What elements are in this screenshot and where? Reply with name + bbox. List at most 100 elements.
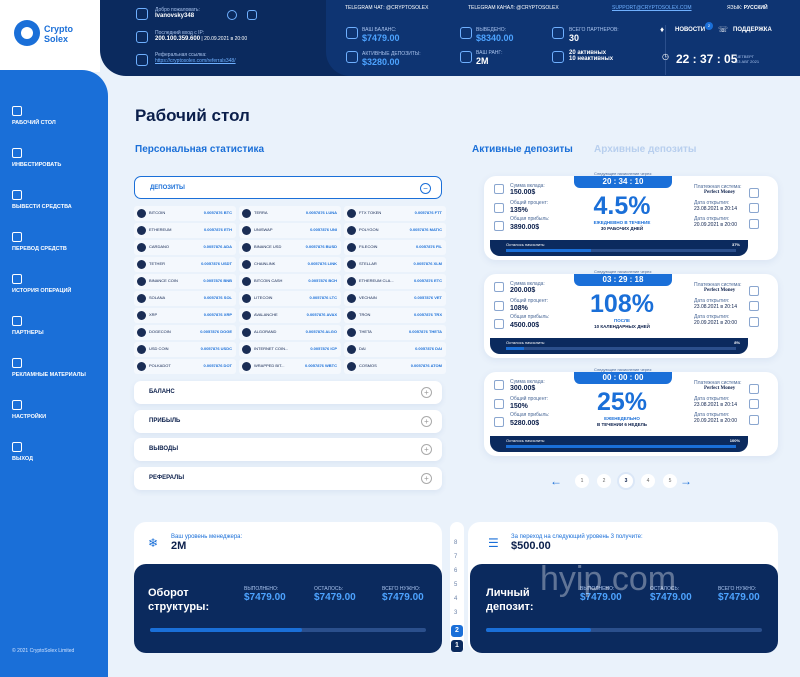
coin-row: POLKADOT 0.0057876 DOT — [134, 359, 236, 374]
coin-value: 0.0057876 FIL — [415, 244, 442, 249]
promo-icon — [12, 358, 22, 368]
watermark: hyip.com — [540, 560, 677, 598]
partners-icon — [552, 27, 564, 39]
coin-icon — [347, 328, 356, 337]
coin-icon — [347, 345, 356, 354]
accordion-withdrawals[interactable]: ВЫВОДЫ + — [134, 438, 442, 461]
news-badge: 2 — [705, 22, 713, 30]
nav-item-label: РЕКЛАМНЫЕ МАТЕРИАЛЫ — [12, 372, 86, 378]
ref-link[interactable]: https://cryptosolex.com/referrals348/ — [155, 58, 236, 64]
coin-name: DOGECOIN — [149, 329, 171, 334]
amount-value: 150.00$ — [510, 189, 536, 196]
coin-value: 0.0057876 BUSD — [305, 244, 337, 249]
page-3[interactable]: 3 — [619, 474, 633, 488]
coin-list: BITCOIN 0.0057876 BTC TERRA 0.0057876 LUNA F… — [134, 206, 446, 374]
remaining-label: Осталось начислить: — [506, 242, 546, 247]
payment-system-logo: Perfect Money — [704, 288, 736, 293]
news-link[interactable]: НОВОСТИ — [675, 27, 706, 33]
percent-label: Общий процент: — [510, 200, 549, 206]
lang-select[interactable]: РУССКИЙ — [743, 5, 768, 11]
next-page-icon[interactable]: → — [680, 474, 692, 488]
coin-name: POLKADOT — [149, 363, 171, 368]
accordion-deposits[interactable]: ДЕПОЗИТЫ − — [134, 176, 442, 199]
accordion-referrals[interactable]: РЕФЕРАЛЫ + — [134, 467, 442, 490]
rate-desc-1: ЕЖЕДНЕВНО В ТЕЧЕНИЕ — [593, 220, 651, 225]
coin-icon — [347, 209, 356, 218]
need-label: ВСЕГО НУЖНО: — [382, 586, 421, 592]
done-value: $7479.00 — [580, 592, 622, 603]
bell-icon[interactable]: ♦ — [660, 25, 665, 34]
remaining-label: Осталось начислить: — [506, 340, 546, 345]
logo[interactable]: Crypto Solex — [0, 0, 100, 72]
accordion-profit-label: ПРИБЫЛЬ — [149, 418, 181, 424]
page-2[interactable]: 2 — [597, 474, 611, 488]
coin-value: 0.0057876 DOGE — [200, 329, 232, 334]
desktop-icon — [12, 106, 22, 116]
level-7: 7 — [454, 554, 458, 560]
remaining-percent: 8% — [734, 340, 740, 345]
manager-level-panel: ❄ Ваш уровень менеджера: 2M Оборот структу… — [134, 522, 442, 653]
expand-icon[interactable]: + — [421, 444, 432, 455]
coin-value: 0.0057876 ICP — [310, 346, 337, 351]
accordion-balance[interactable]: БАЛАНС + — [134, 381, 442, 404]
prev-page-icon[interactable]: ← — [550, 474, 562, 488]
coin-icon — [137, 362, 146, 371]
nav-item-5[interactable]: ПАРТНЕРЫ — [12, 316, 102, 336]
settings-icon[interactable] — [227, 10, 237, 20]
personal-deposit-label-2: депозит: — [486, 601, 534, 613]
coin-row: BITCOIN 0.0057876 BTC — [134, 206, 236, 221]
collapse-icon[interactable]: − — [420, 183, 431, 194]
coin-row: COSMOS 0.0057876 ATOM — [344, 359, 446, 374]
coin-icon — [242, 345, 251, 354]
ref-label: Реферальная ссылка: — [155, 52, 207, 58]
telegram-channel[interactable]: TELEGRAM КАНАЛ: @CRYPTOSOLEX — [468, 5, 559, 11]
coin-value: 0.0057876 LTC — [309, 295, 338, 300]
partners-icon — [12, 316, 22, 326]
payment-system-label: Платежная система: — [694, 380, 742, 386]
withdraw-icon — [460, 27, 472, 39]
telegram-chat[interactable]: TELEGRAM ЧАТ: @CRYPTOSOLEX — [345, 5, 429, 11]
accordion-profit[interactable]: ПРИБЫЛЬ + — [134, 410, 442, 433]
expand-icon[interactable]: + — [421, 473, 432, 484]
brand-line2: Solex — [44, 34, 69, 44]
payment-system-logo: Perfect Money — [704, 386, 736, 391]
deposit-card: Сумма вклада: 300.00$ Общий процент: 150% Об… — [484, 367, 778, 456]
partners-label: ВСЕГО ПАРТНЕРОВ: — [569, 27, 619, 33]
headset-icon[interactable]: ☏ — [718, 25, 729, 34]
nav-item-2[interactable]: ВЫВЕСТИ СРЕДСТВА — [12, 190, 102, 210]
nav-item-1[interactable]: ИНВЕСТИРОВАТЬ — [12, 148, 102, 168]
rate-desc-1: ЕЖЕНЕДЕЛЬНО — [604, 416, 640, 421]
percent-value: 150% — [510, 403, 528, 410]
coin-icon — [137, 328, 146, 337]
user-icon — [136, 8, 148, 20]
expand-icon[interactable]: + — [421, 387, 432, 398]
logout-icon[interactable] — [247, 10, 257, 20]
support-link[interactable]: ПОДДЕРЖКА — [733, 27, 772, 33]
nav-item-8[interactable]: ВЫХОД — [12, 442, 102, 462]
rate-desc-2: В ТЕЧЕНИИ 6 НЕДЕЛЬ — [597, 422, 647, 427]
coin-name: SOLANA — [149, 295, 166, 300]
coin-value: 0.0057876 WBTC — [304, 363, 337, 368]
support-email[interactable]: SUPPORT@CRYPTOSOLEX.COM — [612, 5, 692, 11]
coin-icon — [347, 226, 356, 235]
invest-icon — [12, 148, 22, 158]
tab-active-deposits[interactable]: Активные депозиты — [472, 144, 573, 155]
calendar-icon — [749, 219, 759, 229]
page-1[interactable]: 1 — [575, 474, 589, 488]
copyright: © 2021 CryptoSolex Limited — [12, 648, 75, 654]
inactive-count: 10 неактивных — [569, 56, 614, 62]
coin-name: STELLAR — [359, 261, 377, 266]
expand-icon[interactable]: + — [421, 416, 432, 427]
nav-item-4[interactable]: ИСТОРИЯ ОПЕРАЦИЙ — [12, 274, 102, 294]
nav-item-3[interactable]: ПЕРЕВОД СРЕДСТВ — [12, 232, 102, 252]
page-5[interactable]: 5 — [663, 474, 677, 488]
need-value: $7479.00 — [382, 592, 424, 603]
tab-archive-deposits[interactable]: Архивные депозиты — [594, 144, 697, 155]
nav-item-label: ПЕРЕВОД СРЕДСТВ — [12, 246, 67, 252]
nav-item-0[interactable]: РАБОЧИЙ СТОЛ — [12, 106, 102, 126]
coin-icon — [347, 243, 356, 252]
page-4[interactable]: 4 — [641, 474, 655, 488]
nav-item-6[interactable]: РЕКЛАМНЫЕ МАТЕРИАЛЫ — [12, 358, 102, 378]
nav-item-7[interactable]: НАСТРОЙКИ — [12, 400, 102, 420]
